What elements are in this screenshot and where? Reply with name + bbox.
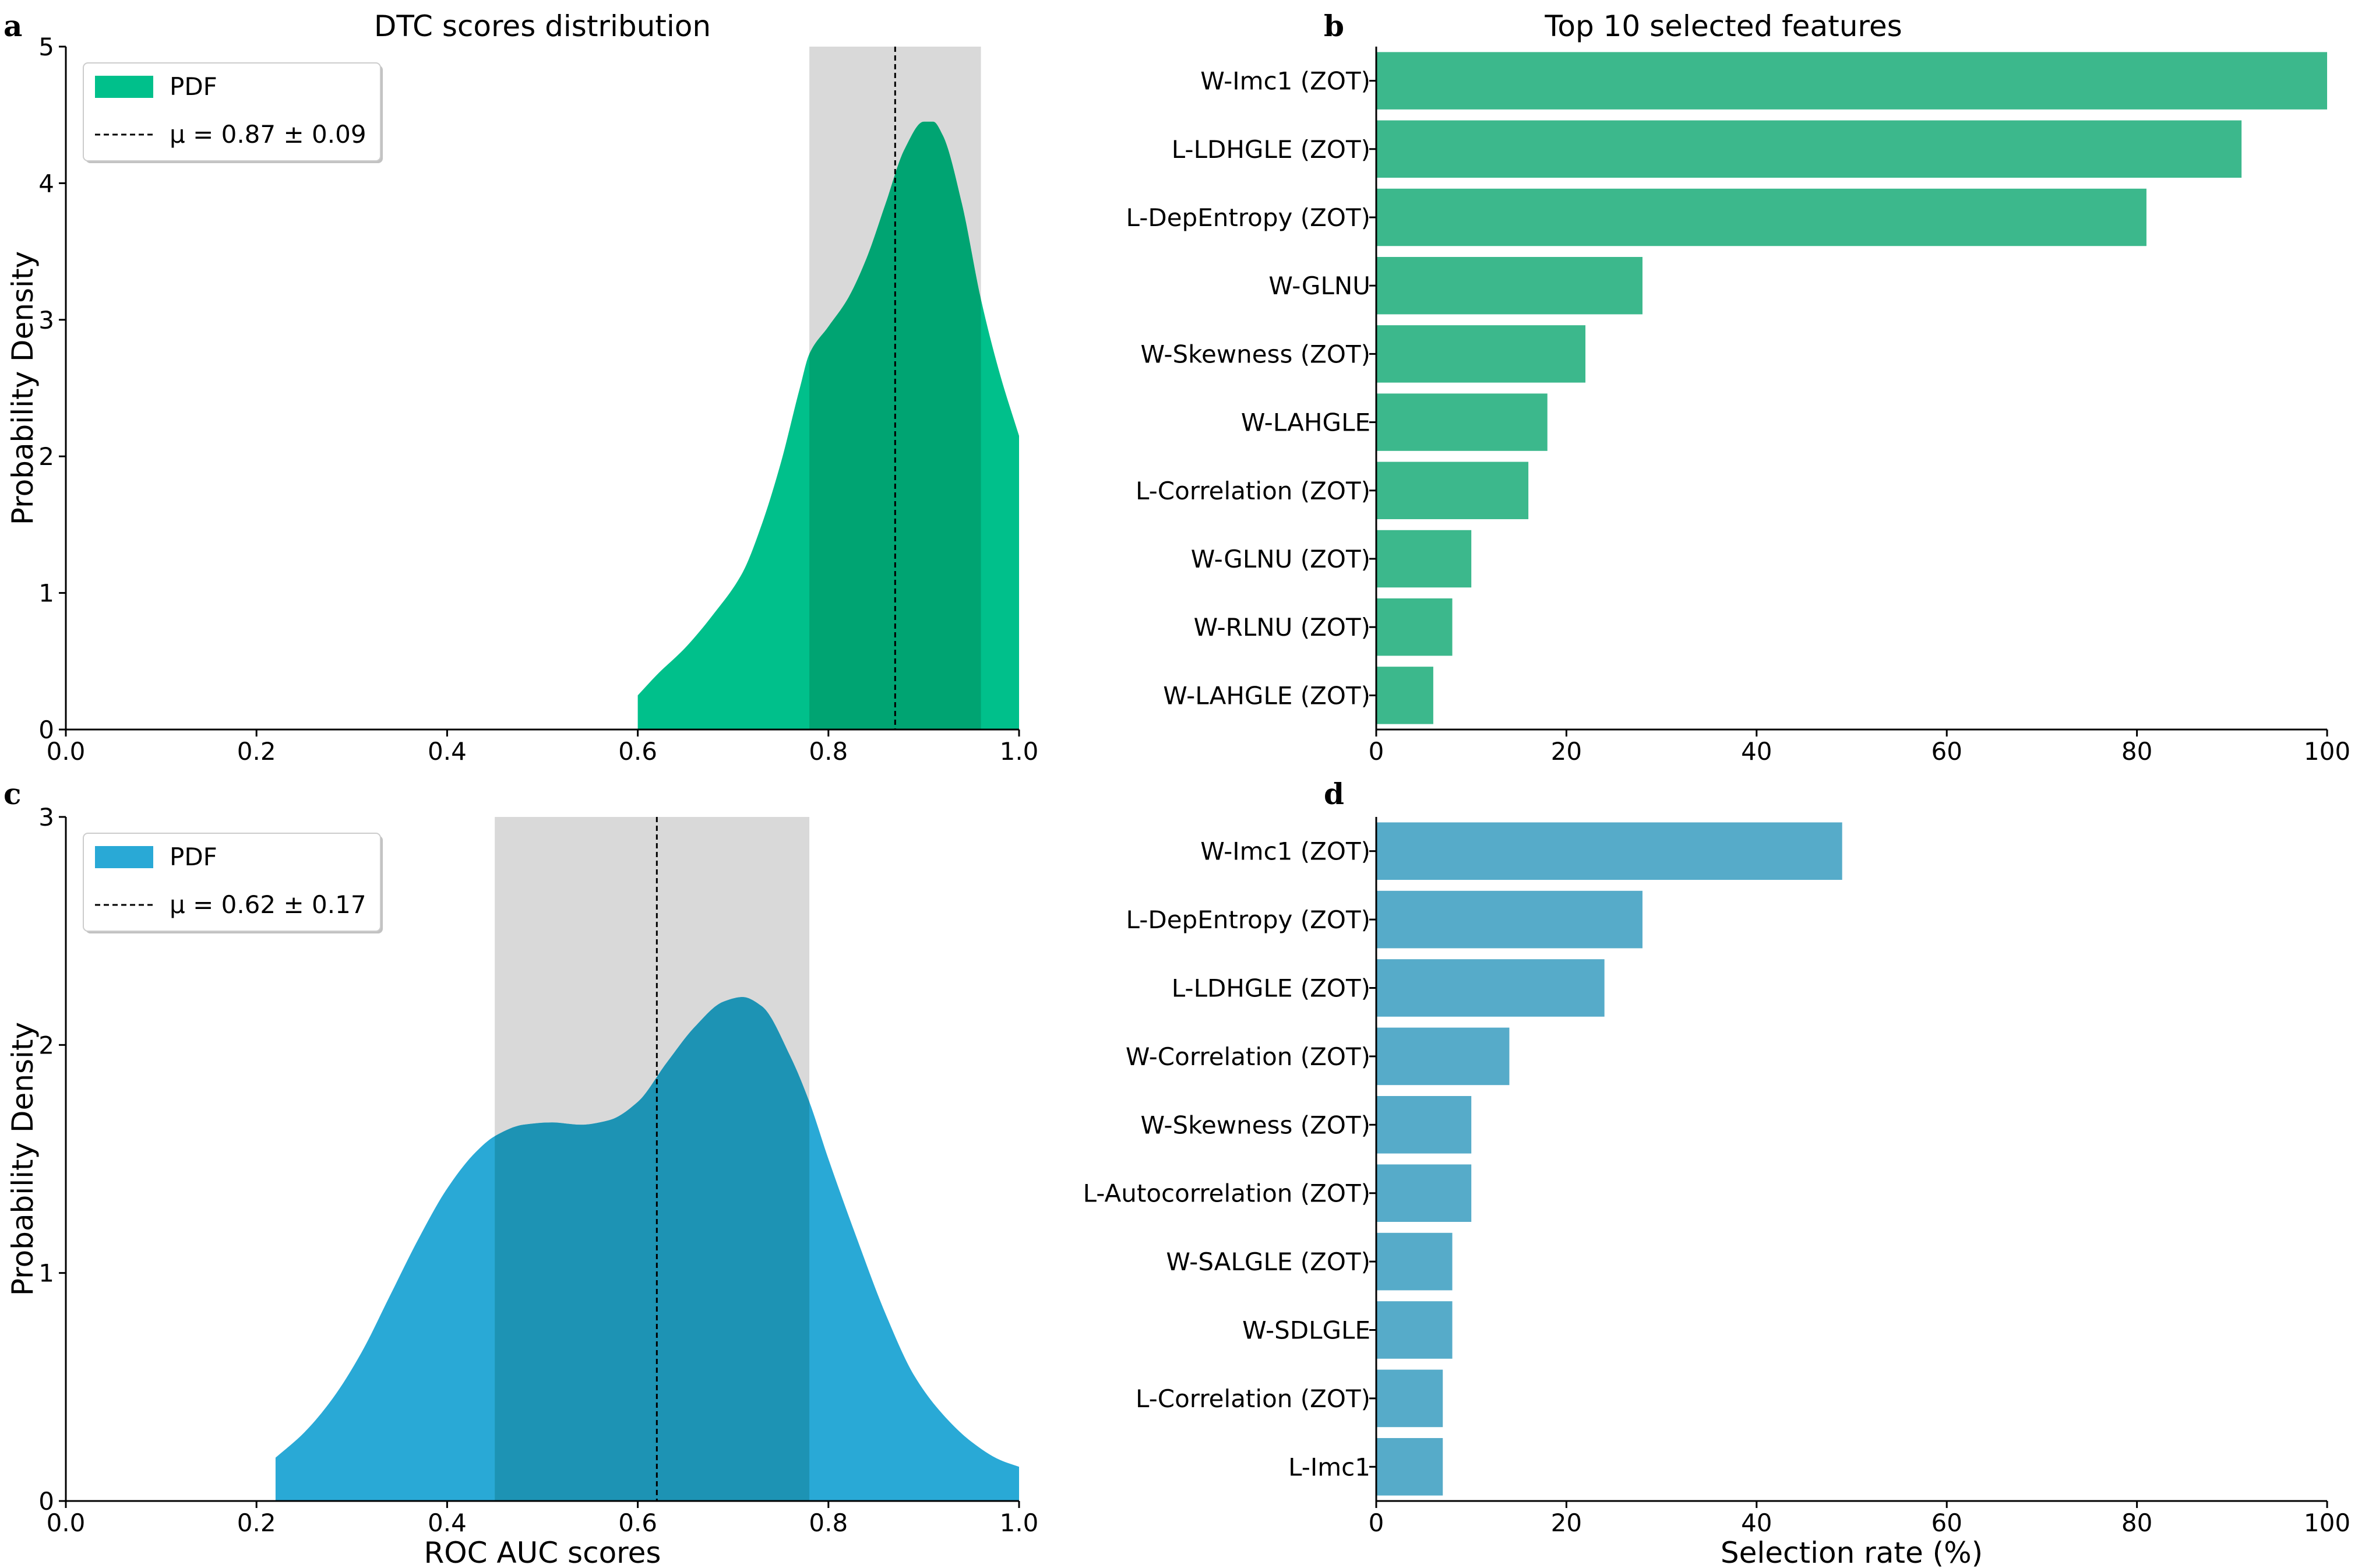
category-label: L-Correlation (ZOT) (1136, 1384, 1370, 1413)
panel-letter: c (3, 777, 21, 811)
category-label: W-Correlation (ZOT) (1126, 1042, 1370, 1071)
y-tick-label: 0 (38, 716, 54, 744)
category-label: L-LDHGLE (ZOT) (1172, 974, 1370, 1003)
bar (1376, 461, 1529, 520)
legend-mean-label: μ = 0.62 ± 0.17 (170, 890, 366, 919)
category-label: L-Imc1 (1288, 1453, 1370, 1481)
category-label: L-Correlation (ZOT) (1136, 477, 1370, 505)
bar (1376, 1232, 1453, 1291)
bar (1376, 667, 1433, 724)
panel-letter: a (3, 9, 22, 43)
category-label: W-Imc1 (ZOT) (1200, 837, 1370, 866)
bar (1376, 959, 1605, 1017)
x-tick-label: 1.0 (1000, 737, 1039, 766)
panel-b-bar-chart: W-Imc1 (ZOT) L-LDHGLE (ZOT) L-DepEntropy (… (1126, 9, 2351, 766)
x-tick-label: 40 (1741, 1509, 1772, 1537)
category-label: W-GLNU (1268, 272, 1370, 300)
bar (1376, 1437, 1443, 1496)
x-tick-label: 0 (1369, 737, 1384, 766)
y-tick-label: 1 (38, 579, 54, 608)
bar (1376, 52, 2327, 110)
x-tick-label: 60 (1931, 1509, 1962, 1537)
legend-box (83, 62, 381, 161)
category-label: W-RLNU (ZOT) (1194, 613, 1370, 642)
y-tick-label: 3 (38, 306, 54, 334)
x-tick-label: 0.2 (237, 1509, 276, 1537)
chart-title: Top 10 selected features (1544, 9, 1902, 43)
bar (1376, 256, 1643, 315)
legend: PDF μ = 0.62 ± 0.17 (83, 833, 383, 933)
x-tick-label: 0.0 (47, 737, 86, 766)
y-tick-label: 0 (38, 1487, 54, 1516)
chart-title: DTC scores distribution (374, 9, 711, 43)
bar (1376, 1301, 1453, 1359)
x-tick-label: 0.4 (428, 737, 467, 766)
x-tick-label: 0.6 (618, 1509, 657, 1537)
x-tick-label: 40 (1741, 737, 1772, 766)
panel-letter: d (1324, 777, 1344, 811)
bar (1376, 1164, 1472, 1222)
category-label: W-SALGLE (ZOT) (1166, 1248, 1370, 1276)
x-tick-label: 0.8 (809, 1509, 848, 1537)
legend-mean-label: μ = 0.87 ± 0.09 (170, 120, 366, 149)
category-label: W-Skewness (ZOT) (1141, 340, 1371, 368)
x-tick-label: 20 (1551, 737, 1582, 766)
bar (1376, 530, 1472, 588)
category-label: W-Imc1 (ZOT) (1200, 67, 1370, 96)
category-label: L-DepEntropy (ZOT) (1126, 905, 1370, 934)
panel-a-density-chart: 0.0 0.2 0.4 0.6 0.8 1.0 0 1 2 3 4 5 DTC scores distr… (3, 9, 1038, 766)
y-tick-label: 2 (38, 1031, 54, 1059)
bar (1376, 325, 1586, 383)
bar (1376, 1369, 1443, 1428)
bar (1376, 890, 1643, 949)
x-tick-label: 20 (1551, 1509, 1582, 1537)
y-tick-label: 5 (38, 33, 54, 61)
bar (1376, 1027, 1510, 1086)
x-tick-label: 0.2 (237, 737, 276, 766)
category-label: L-LDHGLE (ZOT) (1172, 135, 1370, 164)
legend-pdf-label: PDF (170, 72, 217, 101)
x-tick-label: 1.0 (1000, 1509, 1039, 1537)
x-tick-label: 80 (2121, 1509, 2152, 1537)
bar (1376, 598, 1453, 656)
bar (1376, 120, 2242, 178)
category-label: W-Skewness (ZOT) (1141, 1111, 1371, 1139)
category-label: W-SDLGLE (1242, 1316, 1370, 1345)
x-tick-label: 80 (2121, 737, 2152, 766)
bar (1376, 188, 2146, 246)
panel-c-density-chart: 0.0 0.2 0.4 0.6 0.8 1.0 0 1 2 3 ROC AUC scores Prob… (3, 777, 1038, 1568)
x-tick-label: 100 (2304, 1509, 2350, 1537)
bar (1376, 393, 1548, 451)
category-label: W-LAHGLE (ZOT) (1163, 681, 1370, 710)
x-tick-label: 60 (1931, 737, 1962, 766)
y-axis-title: Probability Density (6, 251, 40, 525)
y-tick-label: 3 (38, 803, 54, 831)
bar (1376, 822, 1842, 880)
x-tick-label: 0.8 (809, 737, 848, 766)
category-label: L-Autocorrelation (ZOT) (1083, 1179, 1370, 1208)
category-label: W-LAHGLE (1241, 408, 1370, 437)
x-tick-label: 0.6 (618, 737, 657, 766)
y-tick-label: 2 (38, 442, 54, 471)
y-tick-label: 1 (38, 1259, 54, 1288)
x-axis-title: ROC AUC scores (424, 1536, 661, 1568)
x-tick-label: 0.0 (47, 1509, 86, 1537)
y-tick-label: 4 (38, 169, 54, 198)
panel-d-bar-chart: W-Imc1 (ZOT) L-DepEntropy (ZOT) L-LDHGLE (… (1083, 777, 2350, 1568)
legend-pdf-swatch (95, 846, 153, 868)
legend-pdf-swatch (95, 76, 153, 98)
category-label: L-DepEntropy (ZOT) (1126, 203, 1370, 232)
legend-pdf-label: PDF (170, 843, 217, 871)
category-label: W-GLNU (ZOT) (1191, 545, 1370, 573)
bar (1376, 1095, 1472, 1154)
panel-letter: b (1324, 9, 1344, 43)
x-axis-title: Selection rate (%) (1721, 1536, 1983, 1568)
legend-box (83, 833, 381, 932)
legend: PDF μ = 0.87 ± 0.09 (83, 62, 383, 163)
y-axis-title: Probability Density (6, 1022, 40, 1296)
x-tick-label: 0 (1369, 1509, 1384, 1537)
x-tick-label: 0.4 (428, 1509, 467, 1537)
x-tick-label: 100 (2304, 737, 2350, 766)
